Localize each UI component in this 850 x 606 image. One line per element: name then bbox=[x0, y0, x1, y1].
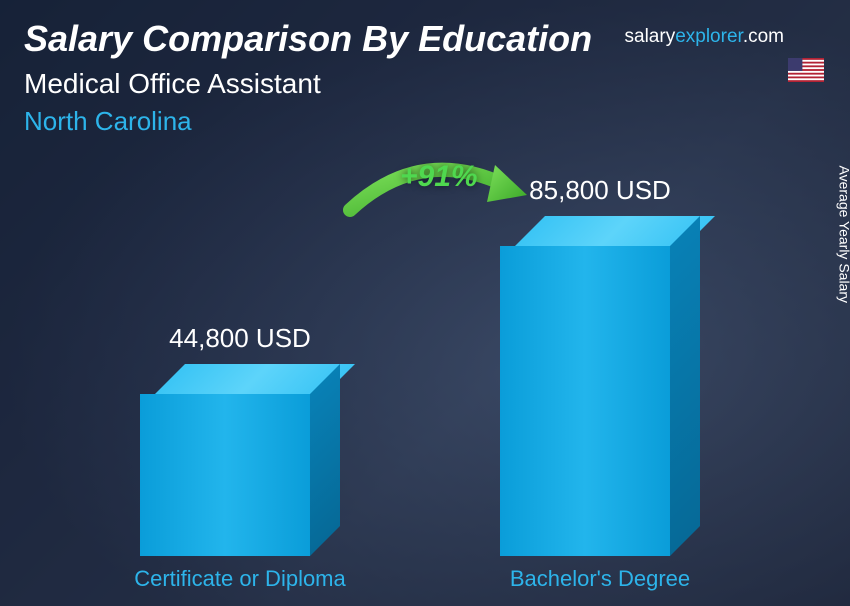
brand-accent: explorer bbox=[675, 26, 743, 47]
bar-group: 85,800 USD Bachelor's Degree bbox=[500, 246, 700, 556]
brand-prefix: salary bbox=[625, 26, 676, 47]
header: Salary Comparison By Education salaryexp… bbox=[24, 18, 826, 137]
bar-group: 44,800 USD Certificate or Diploma bbox=[140, 394, 340, 556]
brand-suffix: .com bbox=[743, 26, 784, 47]
bar-side-face bbox=[670, 216, 700, 556]
bar-category-label: Certificate or Diploma bbox=[120, 566, 360, 592]
page-title: Salary Comparison By Education bbox=[24, 18, 592, 60]
percent-increase-badge: +91% bbox=[400, 160, 478, 194]
bar-front-face bbox=[140, 394, 310, 556]
bar-3d bbox=[500, 246, 700, 556]
bar-value-label: 44,800 USD bbox=[130, 323, 350, 354]
bar-front-face bbox=[500, 246, 670, 556]
usa-flag-icon bbox=[788, 58, 824, 82]
bar-side-face bbox=[310, 364, 340, 556]
percent-value: +91% bbox=[400, 160, 478, 193]
bar-category-label: Bachelor's Degree bbox=[480, 566, 720, 592]
bar-value-label: 85,800 USD bbox=[490, 175, 710, 206]
y-axis-label: Average Yearly Salary bbox=[836, 166, 850, 304]
location: North Carolina bbox=[24, 106, 826, 137]
subtitle: Medical Office Assistant bbox=[24, 68, 826, 100]
chart-area: +91% 44,800 USD Certificate or Diploma 8… bbox=[50, 170, 800, 596]
bar-3d bbox=[140, 394, 340, 556]
brand-logo: salaryexplorer.com bbox=[625, 26, 784, 48]
